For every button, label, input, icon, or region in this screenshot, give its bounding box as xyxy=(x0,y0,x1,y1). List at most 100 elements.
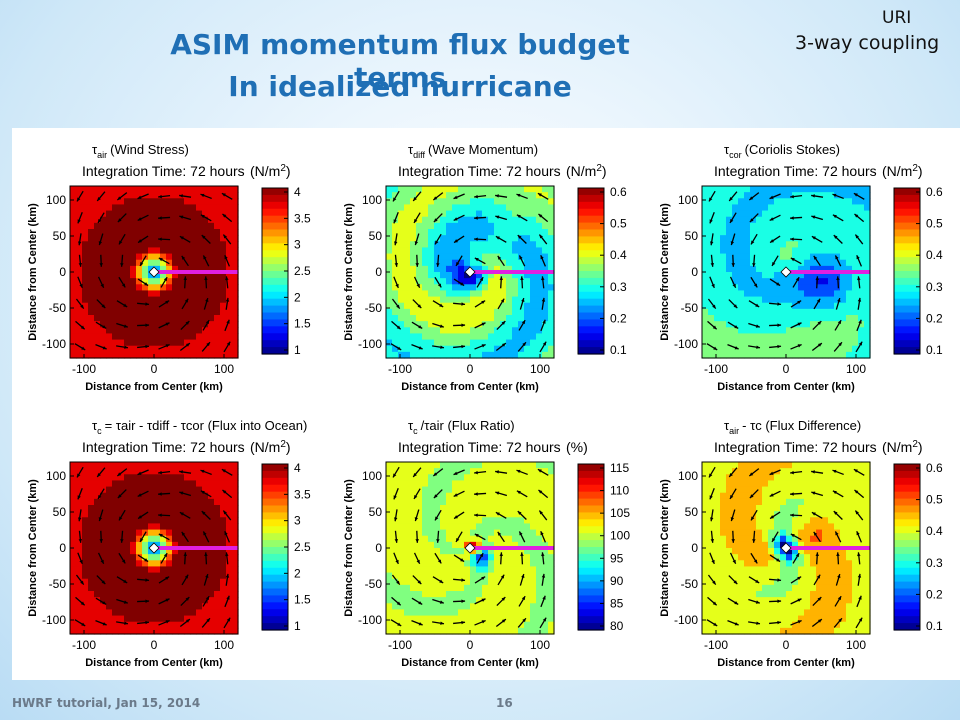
field-cell xyxy=(154,498,161,506)
field-cell xyxy=(196,210,203,218)
field-cell xyxy=(488,241,495,249)
field-cell xyxy=(166,584,173,592)
field-cell xyxy=(548,584,555,592)
field-cell xyxy=(536,535,543,543)
field-cell xyxy=(226,259,233,267)
storm-center-marker xyxy=(148,542,160,554)
field-cell xyxy=(106,241,113,249)
field-cell xyxy=(410,247,417,255)
field-cell xyxy=(840,272,847,279)
field-cell xyxy=(536,351,543,359)
field-cell xyxy=(178,627,185,635)
field-cell xyxy=(488,486,495,494)
field-cell xyxy=(542,229,549,236)
field-cell xyxy=(82,222,89,230)
field-cell xyxy=(94,247,101,255)
field-cell xyxy=(744,216,751,224)
field-cell xyxy=(756,235,763,242)
field-cell xyxy=(470,272,477,279)
field-cell xyxy=(94,186,101,193)
field-cell xyxy=(136,541,143,549)
colorbar-segment xyxy=(578,215,604,224)
field-cell xyxy=(178,486,185,494)
field-cell xyxy=(428,517,435,525)
field-cell xyxy=(386,192,393,199)
field-cell xyxy=(822,192,829,199)
field-cell xyxy=(130,259,137,267)
field-cell xyxy=(428,204,435,212)
field-cell xyxy=(834,296,841,304)
field-cell xyxy=(106,609,113,617)
field-cell xyxy=(524,584,531,592)
units-close: ) xyxy=(918,439,923,455)
field-cell xyxy=(118,572,125,580)
field-cell xyxy=(184,327,191,335)
field-cell xyxy=(786,235,793,242)
field-cell xyxy=(422,216,429,224)
field-cell xyxy=(82,284,89,292)
field-cell xyxy=(530,265,537,273)
field-cell xyxy=(160,529,167,537)
field-cell xyxy=(476,241,483,249)
field-cell xyxy=(136,603,143,611)
field-cell xyxy=(434,229,441,236)
field-cell xyxy=(214,204,221,212)
field-cell xyxy=(166,523,173,531)
field-cell xyxy=(166,554,173,561)
field-cell xyxy=(130,603,137,611)
field-cell xyxy=(94,216,101,224)
field-cell xyxy=(744,290,751,298)
field-cell xyxy=(768,222,775,230)
field-cell xyxy=(494,572,501,580)
field-cell xyxy=(482,529,489,537)
field-cell xyxy=(136,584,143,592)
field-cell xyxy=(94,229,101,236)
field-cell xyxy=(524,229,531,236)
field-cell xyxy=(768,296,775,304)
field-cell xyxy=(410,284,417,292)
field-cell xyxy=(458,621,465,629)
field-cell xyxy=(214,535,221,543)
field-cell xyxy=(786,204,793,212)
field-cell xyxy=(744,241,751,249)
field-cell xyxy=(542,597,549,604)
field-cell xyxy=(142,272,149,279)
field-cell xyxy=(792,272,799,279)
field-cell xyxy=(398,621,405,629)
vector-arrowhead xyxy=(417,580,422,585)
field-cell xyxy=(822,229,829,236)
field-cell xyxy=(94,204,101,212)
field-cell xyxy=(428,554,435,561)
field-cell xyxy=(840,278,847,285)
field-cell xyxy=(208,333,215,341)
field-cell xyxy=(94,351,101,359)
field-cell xyxy=(118,284,125,292)
field-cell xyxy=(756,265,763,273)
vector-arrowhead xyxy=(123,303,128,307)
field-cell xyxy=(458,627,465,635)
field-cell xyxy=(130,541,137,549)
field-cell xyxy=(548,186,555,193)
colorbar-tick-label: 3 xyxy=(294,238,301,252)
field-cell xyxy=(458,572,465,580)
units-close: ) xyxy=(286,439,291,455)
field-cell xyxy=(94,198,101,206)
vector-arrowhead xyxy=(856,255,860,260)
field-cell xyxy=(470,548,477,555)
field-cell xyxy=(804,284,811,292)
vector-arrowhead xyxy=(117,218,122,223)
field-cell xyxy=(202,462,209,469)
field-cell xyxy=(542,327,549,335)
field-cell xyxy=(220,566,227,574)
field-cell xyxy=(148,505,155,512)
field-cell xyxy=(488,229,495,236)
field-cell xyxy=(446,210,453,218)
field-cell xyxy=(88,505,95,512)
field-cell xyxy=(458,597,465,604)
vector-arrowhead xyxy=(396,580,400,585)
field-cell xyxy=(202,554,209,561)
field-cell xyxy=(858,247,865,255)
field-cell xyxy=(464,615,471,623)
field-cell xyxy=(536,468,543,475)
field-cell xyxy=(148,186,155,193)
